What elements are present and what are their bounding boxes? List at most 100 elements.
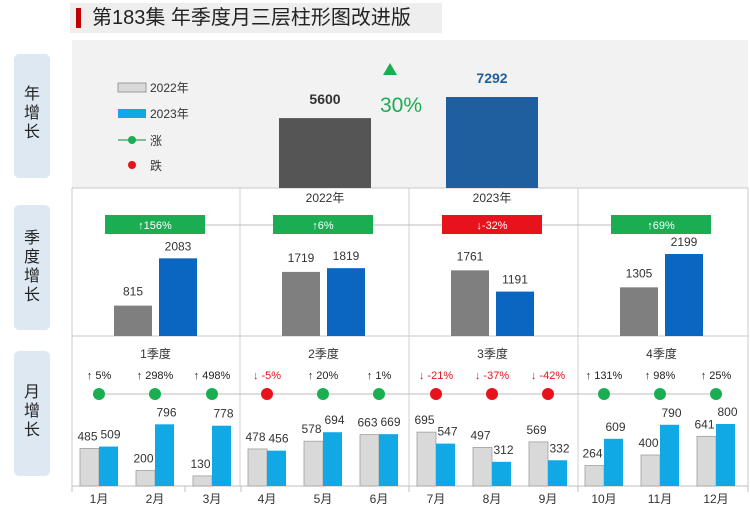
month-axis-label-9: 9月 <box>539 492 558 506</box>
month-label-2023-12: 800 <box>717 405 737 419</box>
quarter-label-2022-3: 1761 <box>457 249 484 263</box>
legend-label-2022: 2022年 <box>150 81 189 95</box>
month-axis-label-3: 3月 <box>203 492 222 506</box>
quarter-change-badge-1 <box>105 215 205 234</box>
month-label-2023-6: 669 <box>380 415 400 429</box>
month-bar-2022-6 <box>359 434 380 487</box>
month-label-2023-11: 790 <box>661 406 681 420</box>
legend-dot-down <box>128 161 136 169</box>
legend-label-up: 涨 <box>150 133 162 148</box>
month-axis-label-5: 5月 <box>314 492 333 506</box>
quarter-change-badge-4 <box>611 215 711 234</box>
quarter-bar-2023-3 <box>496 291 534 336</box>
month-bar-2022-7 <box>416 431 437 487</box>
month-label-2023-1: 509 <box>100 428 120 442</box>
month-bar-2023-11 <box>660 424 679 486</box>
year-bar-label-0: 5600 <box>309 91 340 107</box>
month-label-2022-12: 641 <box>694 417 714 431</box>
month-label-2022-5: 578 <box>301 422 321 436</box>
legend-swatch-2023 <box>118 109 146 118</box>
month-change-dot-3 <box>206 388 218 400</box>
month-label-2022-3: 130 <box>190 457 210 471</box>
month-bar-2022-1 <box>79 448 100 487</box>
month-axis-label-4: 4月 <box>258 492 277 506</box>
month-change-dot-11 <box>654 388 666 400</box>
month-change-text-6: ↑ 1% <box>367 370 392 382</box>
month-label-2022-6: 663 <box>357 416 377 430</box>
month-quarter-label-1: 1季度 <box>140 346 171 361</box>
year-category-label-1: 2023年 <box>473 191 512 205</box>
month-change-dot-12 <box>710 388 722 400</box>
month-bar-2022-10 <box>584 465 605 487</box>
year-change-percent: 30% <box>380 94 422 117</box>
title-accent-mark <box>76 8 81 28</box>
month-bar-2023-1 <box>99 446 118 486</box>
year-growth-label-box: 年 增 长 <box>14 54 50 178</box>
quarter-growth-label: 季 度 增 长 <box>23 230 40 304</box>
month-label-2023-8: 312 <box>493 443 513 457</box>
quarter-label-2023-1: 2083 <box>165 239 192 253</box>
month-bar-2022-5 <box>303 440 324 487</box>
month-change-dot-10 <box>598 388 610 400</box>
month-bar-2023-7 <box>436 443 455 486</box>
quarter-bar-2023-2 <box>327 268 365 336</box>
legend-label-down: 跌 <box>150 158 162 173</box>
month-bar-2023-9 <box>548 460 567 486</box>
month-bar-2022-4 <box>247 448 268 487</box>
month-change-dot-1 <box>93 388 105 400</box>
quarter-label-2023-3: 1191 <box>502 273 528 287</box>
month-bar-2023-3 <box>212 425 231 486</box>
month-label-2023-4: 456 <box>268 432 288 446</box>
quarter-change-text-4: ↑69% <box>647 220 675 232</box>
legend-swatch-2022 <box>117 82 147 93</box>
quarter-change-text-2: ↑6% <box>312 220 334 232</box>
month-change-text-10: ↑ 131% <box>586 370 623 382</box>
month-label-2022-4: 478 <box>245 430 265 444</box>
year-category-label-0: 2022年 <box>306 191 345 205</box>
quarter-bar-2022-2 <box>282 271 320 336</box>
month-bar-2022-9 <box>528 441 549 487</box>
quarter-label-2023-2: 1819 <box>333 249 360 263</box>
month-change-dot-2 <box>149 388 161 400</box>
month-axis-label-7: 7月 <box>427 492 446 506</box>
month-quarter-label-2: 2季度 <box>308 346 339 361</box>
month-label-2022-2: 200 <box>133 452 153 466</box>
month-bar-2023-6 <box>379 434 398 486</box>
month-label-2022-11: 400 <box>638 436 658 450</box>
month-label-2022-8: 497 <box>470 428 490 442</box>
month-label-2023-2: 796 <box>156 405 176 419</box>
title-bar: 第183集 年季度月三层柱形图改进版 <box>70 3 442 33</box>
month-axis-label-2: 2月 <box>146 492 165 506</box>
month-axis-label-12: 12月 <box>703 492 728 506</box>
month-change-dot-8 <box>486 388 498 400</box>
quarter-change-badge-3 <box>442 215 542 234</box>
quarter-bar-2022-1 <box>114 305 152 336</box>
month-growth-label: 月 增 长 <box>23 384 40 439</box>
month-axis-label-6: 6月 <box>370 492 389 506</box>
quarter-bar-2022-4 <box>620 287 658 336</box>
month-bar-2023-4 <box>267 450 286 486</box>
year-bar-label-1: 7292 <box>476 70 507 86</box>
year-up-arrow-icon <box>383 63 397 75</box>
month-label-2023-9: 332 <box>549 441 569 455</box>
legend-dot-up <box>128 136 136 144</box>
quarter-label-2022-4: 1305 <box>626 266 653 280</box>
month-bar-2022-11 <box>640 454 661 487</box>
month-label-2022-9: 569 <box>526 423 546 437</box>
quarter-bar-2022-3 <box>451 270 489 336</box>
month-quarter-label-3: 3季度 <box>477 346 508 361</box>
month-change-text-1: ↑ 5% <box>87 370 112 382</box>
month-axis-label-10: 10月 <box>591 492 616 506</box>
month-change-dot-9 <box>542 388 554 400</box>
month-change-text-11: ↑ 98% <box>645 370 676 382</box>
month-change-text-8: ↓ -37% <box>475 370 509 382</box>
month-change-dot-5 <box>317 388 329 400</box>
quarter-label-2023-4: 2199 <box>671 235 698 249</box>
month-quarter-label-4: 4季度 <box>646 346 677 361</box>
month-bar-2022-3 <box>192 475 213 487</box>
quarter-label-2022-2: 1719 <box>288 251 315 265</box>
month-growth-label-box: 月 增 长 <box>14 351 50 476</box>
month-axis-label-1: 1月 <box>90 492 109 506</box>
